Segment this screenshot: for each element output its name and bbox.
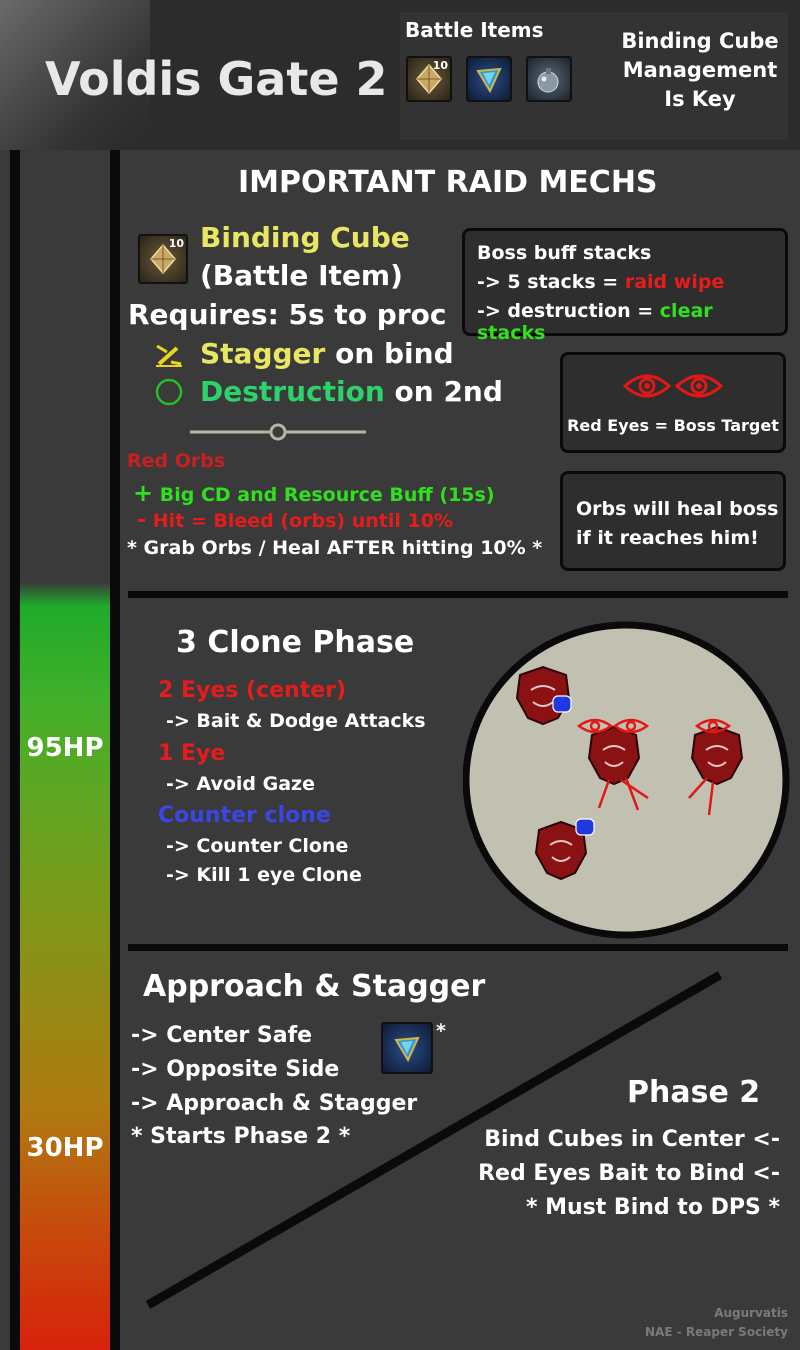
destruction-line: Destruction on 2nd bbox=[200, 375, 503, 408]
blue-battle-item-icon bbox=[381, 1022, 433, 1074]
left-border-line bbox=[10, 150, 20, 1350]
boss-buff-title: Boss buff stacks bbox=[477, 242, 652, 264]
orbs-heal-line: if it reaches him! bbox=[576, 527, 759, 549]
blue-battle-item-icon bbox=[466, 56, 512, 102]
counter-icon bbox=[552, 695, 595, 836]
approach-line-4: * Starts Phase 2 * bbox=[131, 1124, 351, 1149]
stagger-rest: on bind bbox=[335, 337, 454, 370]
plus-line: + Big CD and Resource Buff (15s) bbox=[133, 479, 495, 507]
orbs-heal-box: Orbs will heal boss if it reaches him! bbox=[560, 471, 786, 571]
one-eye-label: 1 Eye bbox=[158, 741, 226, 766]
approach-line-3: -> Approach & Stagger bbox=[131, 1091, 418, 1116]
red-eyes-label: Red Eyes = Boss Target bbox=[567, 416, 779, 435]
orbs-heal-text: Orbs will heal boss if it reaches him! bbox=[576, 495, 778, 553]
binding-cube-type: (Battle Item) bbox=[200, 259, 403, 292]
two-eyes-label: 2 Eyes (center) bbox=[158, 678, 347, 703]
credit: Augurvatis NAE - Reaper Society bbox=[645, 1304, 788, 1342]
diagonal-separator-line bbox=[140, 965, 740, 1315]
stagger-icon bbox=[153, 338, 185, 368]
page-title: Voldis Gate 2 bbox=[45, 52, 388, 106]
red-eyes-icon bbox=[622, 369, 724, 403]
hp-marker-95: 95HP bbox=[26, 733, 104, 763]
header-note-line: Management bbox=[622, 58, 778, 82]
destruction-rest: on 2nd bbox=[394, 375, 503, 408]
binding-cube-item-icon: 10 bbox=[406, 56, 452, 102]
counter-action-1: -> Counter Clone bbox=[166, 835, 349, 857]
credit-author: Augurvatis bbox=[714, 1306, 788, 1320]
item-count-badge: 10 bbox=[168, 237, 184, 250]
destruction-icon bbox=[154, 377, 184, 407]
boss-buff-box: Boss buff stacks -> 5 stacks = raid wipe… bbox=[462, 228, 788, 344]
approach-line-2: -> Opposite Side bbox=[131, 1057, 340, 1082]
phase2-line-3: * Must Bind to DPS * bbox=[525, 1195, 780, 1220]
phase2-line-2: Red Eyes Bait to Bind <- bbox=[478, 1161, 780, 1186]
approach-line-1: -> Center Safe bbox=[131, 1023, 313, 1048]
red-orbs-title: Red Orbs bbox=[127, 450, 226, 472]
minus-sign: - bbox=[137, 508, 147, 533]
battle-items-panel bbox=[400, 12, 788, 140]
divider-ornament bbox=[188, 422, 368, 442]
orbs-heal-line: Orbs will heal boss bbox=[576, 498, 779, 520]
grab-orbs-note: * Grab Orbs / Heal AFTER hitting 10% * bbox=[127, 537, 543, 559]
phase2-heading: Phase 2 bbox=[627, 1075, 761, 1110]
credit-guild: NAE - Reaper Society bbox=[645, 1325, 788, 1339]
hp-marker-30: 30HP bbox=[26, 1133, 104, 1163]
plus-text: Big CD and Resource Buff (15s) bbox=[159, 484, 495, 506]
counter-action-2: -> Kill 1 eye Clone bbox=[166, 864, 362, 886]
stagger-word: Stagger bbox=[200, 337, 326, 370]
boss-buff-line1-prefix: -> 5 stacks = bbox=[477, 271, 619, 293]
phase2-line-1: Bind Cubes in Center <- bbox=[484, 1127, 780, 1152]
stagger-line: Stagger on bind bbox=[200, 337, 454, 370]
hp-bar-border bbox=[110, 150, 120, 1350]
header-note-line: Is Key bbox=[664, 87, 736, 111]
battle-items-label: Battle Items bbox=[405, 18, 544, 42]
minus-line: - Hit = Bleed (orbs) until 10% bbox=[137, 508, 453, 533]
boss-buff-line1: -> 5 stacks = raid wipe bbox=[477, 271, 724, 293]
item-asterisk: * bbox=[436, 1020, 446, 1042]
red-eyes-box: Red Eyes = Boss Target bbox=[560, 352, 786, 453]
binding-cube-icon: 10 bbox=[138, 234, 188, 284]
clear-stacks-text: clear stacks bbox=[477, 300, 713, 344]
header-background-image bbox=[0, 0, 150, 150]
section-divider bbox=[128, 944, 788, 951]
item-count-badge: 10 bbox=[432, 59, 448, 72]
two-eyes-action: -> Bait & Dodge Attacks bbox=[166, 710, 426, 732]
boss-buff-line2: -> destruction = clear stacks bbox=[477, 300, 785, 344]
boss-hp-gradient-bar bbox=[20, 150, 110, 1350]
mechs-heading: IMPORTANT RAID MECHS bbox=[238, 165, 658, 200]
clone-phase-heading: 3 Clone Phase bbox=[176, 625, 415, 660]
boss-buff-line2-prefix: -> destruction = bbox=[477, 300, 654, 322]
requires-text: Requires: 5s to proc bbox=[128, 298, 447, 331]
red-eye-markers bbox=[576, 718, 732, 734]
approach-heading: Approach & Stagger bbox=[143, 969, 486, 1004]
section-divider bbox=[128, 591, 788, 598]
plus-sign: + bbox=[133, 479, 154, 507]
destruction-word: Destruction bbox=[200, 375, 385, 408]
bomb-item-icon bbox=[526, 56, 572, 102]
header-note: Binding Cube Management Is Key bbox=[600, 27, 800, 114]
clone-arena-diagram bbox=[462, 620, 793, 940]
minus-text: Hit = Bleed (orbs) until 10% bbox=[152, 510, 453, 532]
counter-clone-label: Counter clone bbox=[158, 803, 331, 828]
one-eye-action: -> Avoid Gaze bbox=[166, 773, 315, 795]
binding-cube-name: Binding Cube bbox=[200, 221, 410, 254]
header-note-line: Binding Cube bbox=[621, 29, 779, 53]
raid-wipe-text: raid wipe bbox=[624, 271, 725, 293]
